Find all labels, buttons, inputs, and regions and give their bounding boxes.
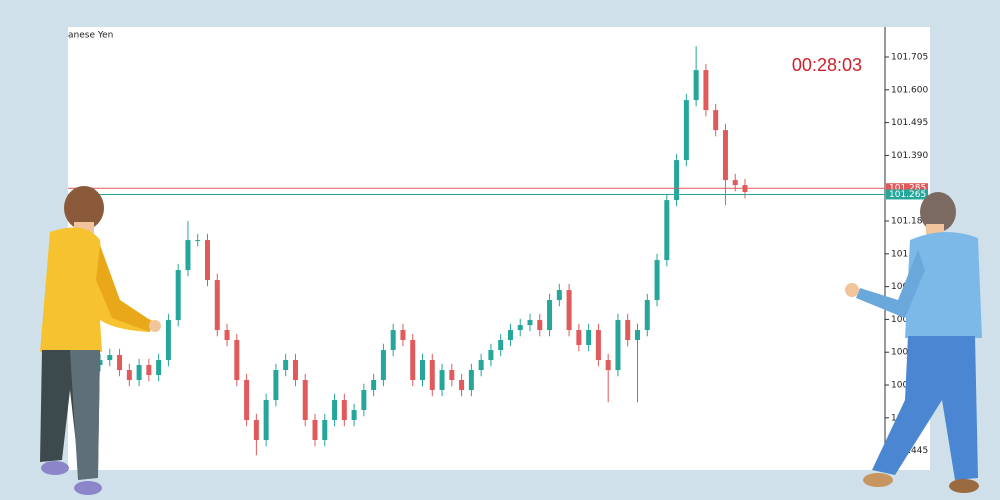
candle-body [556, 290, 562, 301]
candle-body [537, 320, 543, 331]
candle-body [605, 360, 611, 371]
candle-body [361, 390, 367, 411]
shoe [74, 481, 102, 495]
candle-body [107, 355, 113, 361]
hand [149, 320, 161, 332]
candle-body [371, 380, 377, 391]
candle-body [674, 160, 680, 201]
arm [96, 245, 150, 332]
candle-body [302, 380, 308, 421]
price-label-bg [886, 189, 928, 200]
shoe [949, 479, 979, 493]
candle-body [459, 380, 465, 391]
candle-body [146, 365, 152, 376]
candle-body [713, 110, 719, 131]
candle-body [683, 100, 689, 161]
candle-body [400, 330, 406, 341]
candle-body [429, 360, 435, 391]
candle-body [380, 350, 386, 381]
candle-body [263, 400, 269, 441]
candle-body [341, 400, 347, 421]
shirt [905, 231, 982, 338]
candle-body [654, 260, 660, 301]
candle-body [586, 330, 592, 346]
candle-body [165, 320, 171, 361]
people-illustration [40, 186, 982, 495]
candle-body [292, 360, 298, 381]
price-label: 101.285 [889, 184, 926, 194]
candle-body [527, 320, 533, 326]
candle-body [126, 370, 132, 381]
plot: 101.705101.600101.495101.390101.180101.0… [68, 46, 928, 456]
chart-area [68, 27, 930, 470]
candle-body [664, 200, 670, 261]
candle-body [693, 70, 699, 101]
y-tick-label: 101.600 [891, 85, 928, 95]
candle-body [498, 340, 504, 351]
candle-body [283, 360, 289, 371]
arm [856, 250, 925, 318]
candle-body [410, 340, 416, 381]
candle-body [136, 365, 142, 381]
shoe [863, 473, 893, 487]
candle-body [420, 360, 425, 381]
candle-body [488, 350, 494, 361]
y-tick-label: 101.495 [891, 118, 928, 128]
candle-body [205, 240, 210, 281]
candle-body [478, 360, 484, 371]
legs [872, 336, 978, 480]
candle-body [244, 380, 250, 421]
candle-body [351, 410, 357, 421]
hand [845, 283, 859, 297]
timer: 00:28:03 [792, 55, 862, 75]
candle-body [595, 330, 601, 361]
candle-body [195, 240, 201, 242]
leg [70, 350, 100, 480]
candle-body [185, 240, 191, 271]
y-tick-label: 101.390 [891, 151, 928, 161]
candle-body [703, 70, 709, 111]
candle-body [625, 320, 631, 341]
candle-body [547, 300, 553, 331]
candle-body [234, 340, 240, 381]
candle-body [644, 300, 650, 331]
candle-body [312, 420, 318, 441]
price-label: 101.265 [889, 190, 926, 200]
candle-body [635, 330, 640, 341]
candle-body [439, 370, 445, 391]
candle-body [253, 420, 259, 441]
candle-body [332, 400, 338, 421]
y-tick-label: 101.180 [891, 217, 928, 227]
candle-body [390, 330, 396, 351]
candle-body [449, 370, 455, 381]
candle-body [576, 330, 582, 346]
candle-body [322, 420, 328, 441]
candle-body [117, 355, 123, 371]
price-label-bg [886, 183, 928, 194]
candle-body [468, 370, 474, 391]
head [64, 186, 104, 230]
candle-body [615, 320, 621, 371]
candle-body [156, 360, 162, 376]
candle-body [175, 270, 181, 321]
candle-body [214, 280, 220, 331]
candle-body [273, 370, 279, 401]
candle-body [732, 180, 738, 186]
candle-body [517, 325, 523, 331]
candle-body [566, 290, 572, 331]
head [920, 192, 956, 232]
candle-body [224, 330, 230, 341]
shoe [41, 461, 69, 475]
chart-title: anese Yen [68, 31, 113, 41]
candle-body [507, 330, 513, 341]
candle-body [97, 360, 103, 366]
y-tick-label: 101.705 [891, 52, 928, 62]
candle-body [722, 130, 728, 181]
